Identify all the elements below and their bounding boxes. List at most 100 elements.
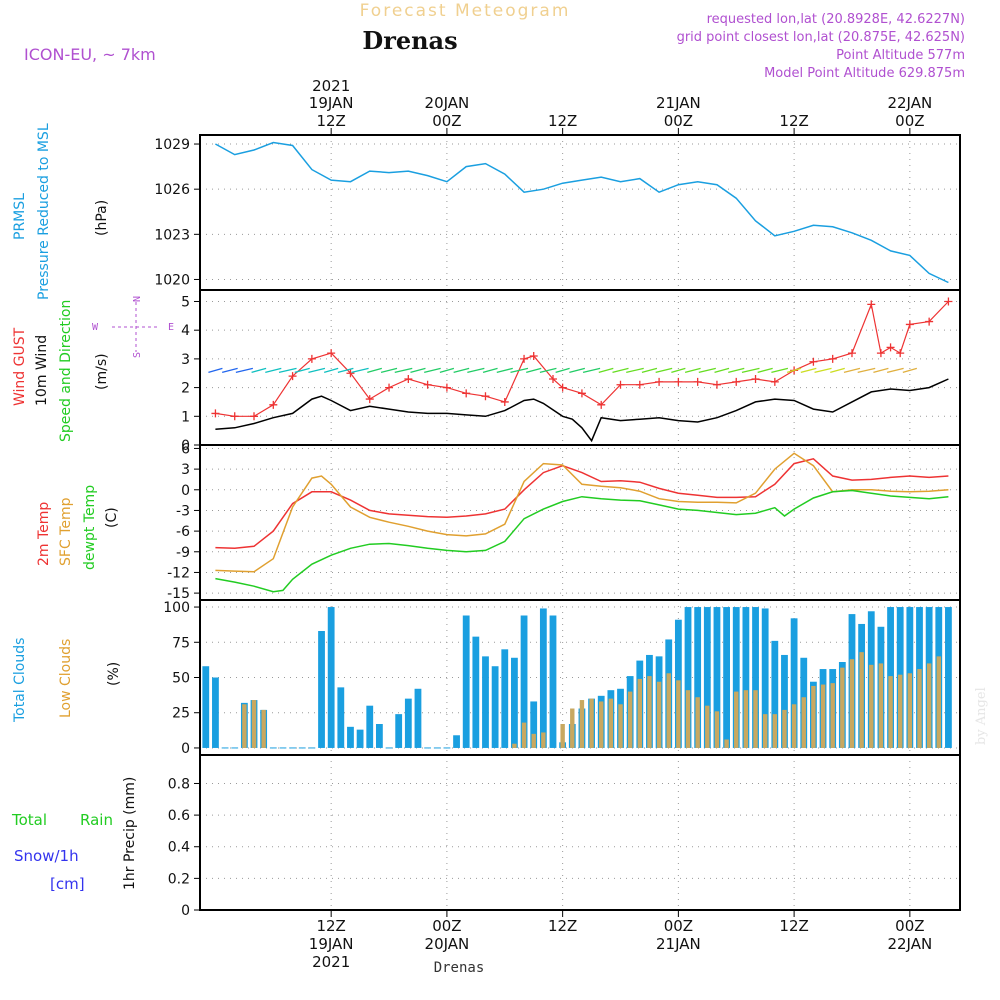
low-cloud-bar <box>898 674 903 748</box>
low-cloud-bar <box>627 691 633 748</box>
grid-lines <box>200 135 960 911</box>
gust-marker <box>288 372 297 381</box>
gust-marker <box>500 397 509 406</box>
gust-marker <box>693 377 702 386</box>
low-cloud-bar <box>560 724 565 748</box>
gust-marker <box>558 383 567 392</box>
y-tick-label: 3 <box>181 352 190 368</box>
x-date-label-bottom: 19JAN <box>309 935 354 953</box>
y-tick-label: 0.2 <box>168 871 190 887</box>
x-date-label-bottom: 20JAN <box>425 935 470 953</box>
total-cloud-bar <box>356 729 364 748</box>
total-cloud-bar <box>539 608 547 748</box>
wind-direction-label: Speed and Direction <box>58 300 74 442</box>
wind-arrow <box>626 367 644 374</box>
wind-arrow <box>278 367 297 374</box>
low-cloud-bar <box>521 722 527 748</box>
low-cloud-bar <box>676 680 681 748</box>
wind-arrow <box>526 367 542 373</box>
panel-frame <box>199 289 961 446</box>
low-cloud-bar <box>512 743 517 748</box>
wind-arrow <box>741 367 760 374</box>
low-cloud-bar <box>618 704 623 748</box>
gust-marker <box>635 380 644 389</box>
low-cloud-bar <box>705 705 710 748</box>
x-tick-label-bottom: 00Z <box>895 917 924 935</box>
wind-arrow <box>728 367 745 374</box>
total-cloud-bar <box>366 705 374 748</box>
wind-arrow <box>496 367 513 374</box>
total-cloud-bar <box>549 615 557 748</box>
total-cloud-bar <box>530 701 538 748</box>
compass-east: E <box>168 322 174 333</box>
total-label: Total <box>11 811 47 829</box>
gust-marker <box>867 300 876 309</box>
plot-area <box>202 141 953 911</box>
total-cloud-bar <box>520 615 528 748</box>
pressure-line <box>215 141 949 284</box>
gust-marker <box>886 343 895 352</box>
wind-arrow <box>251 367 267 373</box>
compass-west: W <box>92 322 99 333</box>
total-cloud-bar <box>375 724 383 748</box>
low-cloud-bar <box>647 676 652 748</box>
wind-arrow <box>641 367 658 373</box>
wind-arrow <box>714 367 730 373</box>
gust-marker <box>925 317 934 326</box>
gust-marker <box>674 377 683 386</box>
y-tick-label: 100 <box>163 600 190 616</box>
total-cloud-bar <box>732 607 740 748</box>
low-cloud-bar <box>242 704 247 748</box>
y-tick-label: 3 <box>181 462 190 478</box>
wind-label: 10m Wind <box>34 335 50 406</box>
y-tick-label: 50 <box>172 671 190 687</box>
x-date-label-top: 19JAN <box>309 94 354 112</box>
total-cloud-bar <box>511 657 518 748</box>
x-tick-label-bottom: 12Z <box>548 917 577 935</box>
y-tick-label: -15 <box>167 586 190 602</box>
total-cloud-bar <box>742 607 750 748</box>
low-cloud-bar <box>743 690 749 748</box>
temp2m-line <box>215 457 949 550</box>
total-cloud-bar <box>790 618 798 748</box>
x-year-label-top: 2021 <box>312 77 350 95</box>
low-cloud-bar <box>782 709 787 748</box>
wind-arrow <box>439 367 455 373</box>
x-tick-label-top: 00Z <box>664 112 693 130</box>
cloud-unit: (%) <box>106 662 122 686</box>
y-tick-label: -9 <box>176 545 190 561</box>
y-tick-label: 2 <box>181 381 190 397</box>
y-tick-label: 0 <box>181 741 190 757</box>
wind-arrow <box>598 367 614 373</box>
x-date-label-bottom: 22JAN <box>887 935 932 953</box>
wind-arrow <box>830 367 845 373</box>
total-cloud-bar <box>462 615 470 748</box>
low-cloud-bar <box>599 701 604 748</box>
low-cloud-bar <box>791 704 797 748</box>
y-tick-label: -6 <box>176 524 190 540</box>
total-cloud-bar <box>337 687 345 748</box>
low-cloud-bar <box>820 684 826 748</box>
low-cloud-bar <box>936 656 941 748</box>
x-tick-label-bottom: 12Z <box>316 917 345 935</box>
gust-marker <box>577 389 586 398</box>
sfc-temp-label: SFC Temp <box>58 497 74 566</box>
gust-marker <box>905 320 914 329</box>
gust-marker <box>548 374 557 383</box>
wind-arrow <box>857 367 876 374</box>
total-cloud-bar <box>202 666 210 748</box>
gust-marker <box>732 377 741 386</box>
wind-arrow <box>771 367 789 374</box>
x-year-label-bottom: 2021 <box>312 953 350 971</box>
panel-frame <box>199 134 961 291</box>
wind-arrow <box>482 367 498 373</box>
low-cloud-bar <box>685 690 691 748</box>
low-cloud-bar <box>541 732 546 748</box>
wind-arrow <box>424 367 441 374</box>
low-cloud-bar <box>608 698 614 748</box>
gust-marker <box>616 380 625 389</box>
wind-arrow <box>221 367 238 373</box>
x-tick-label-bottom: 00Z <box>664 917 693 935</box>
gust-marker <box>529 352 538 361</box>
low-cloud-bar <box>772 714 778 748</box>
